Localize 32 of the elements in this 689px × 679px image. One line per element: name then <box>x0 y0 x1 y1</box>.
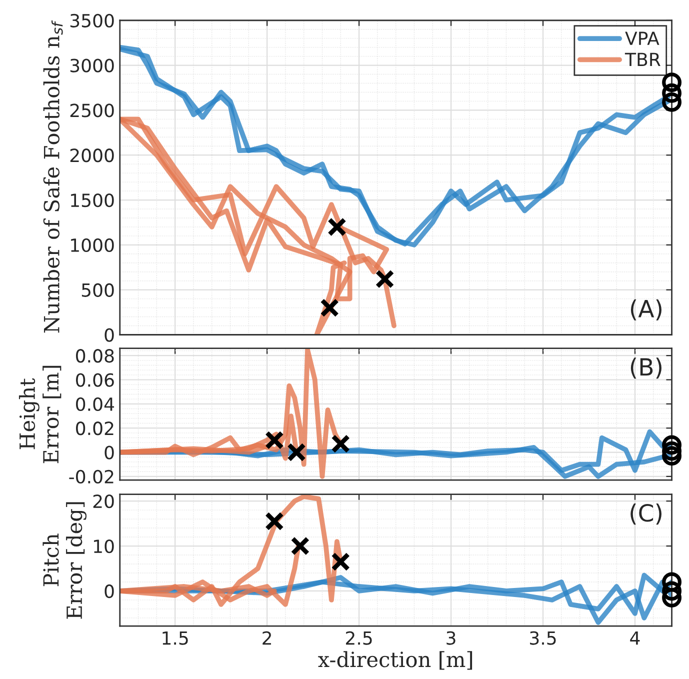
y-tick-label: 2000 <box>70 148 114 162</box>
x-axis-title: x-direction [m] <box>318 651 472 670</box>
y-tick-label: 0 <box>104 446 114 460</box>
y-tick-label: 0.08 <box>76 349 114 363</box>
y-tick-label: 0 <box>104 328 114 342</box>
x-tick-label: 2 <box>262 631 271 645</box>
y-axis-title: Number of Safe Footholds n$_{sf}$ <box>43 20 63 333</box>
x-tick-label: 3 <box>446 631 456 645</box>
annotation: (B) <box>630 358 662 379</box>
y-tick-label: -0.02 <box>69 470 114 484</box>
y-tick-label: 500 <box>82 283 114 297</box>
annotation: (A) <box>630 299 662 320</box>
y-tick-label: 2500 <box>70 104 114 118</box>
x-tick-label: 3.5 <box>530 631 556 645</box>
y-axis-title: Pitch Error [deg] <box>42 502 86 619</box>
y-tick-label: 0.02 <box>76 422 114 436</box>
y-tick-label: 1500 <box>71 193 114 208</box>
y-tick-label: 3000 <box>70 58 114 72</box>
x-tick-label: 1.5 <box>162 631 188 645</box>
y-tick-label: 10 <box>94 539 114 554</box>
y-tick-label: 3500 <box>70 14 114 28</box>
y-axis-title: Height Error [m] <box>18 366 62 464</box>
y-tick-label: 20 <box>93 494 114 508</box>
y-tick-label: 0.04 <box>76 397 114 412</box>
y-tick-label: 1000 <box>71 238 114 252</box>
legend-label: TBR <box>624 52 660 66</box>
annotation: (C) <box>630 504 662 525</box>
y-tick-label: 0 <box>104 584 114 598</box>
legend-label: VPA <box>625 32 660 45</box>
x-tick-label: 2.5 <box>346 631 372 645</box>
y-tick-label: 0.06 <box>76 373 114 387</box>
x-tick-label: 4 <box>630 631 640 645</box>
